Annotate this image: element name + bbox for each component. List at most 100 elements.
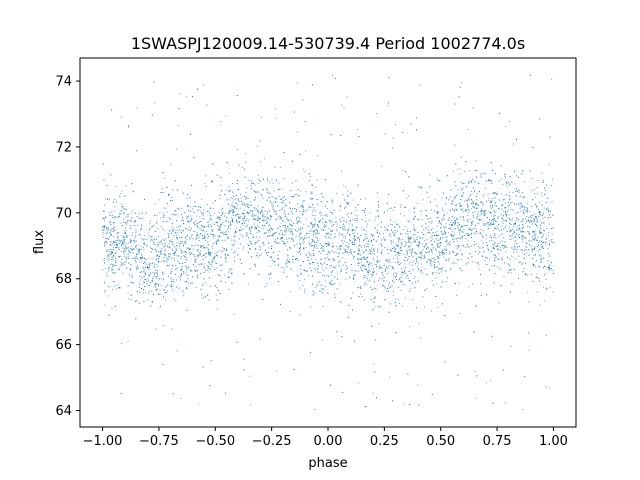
data-point [449, 244, 451, 246]
data-point [319, 220, 321, 222]
data-point [357, 246, 359, 248]
data-point [518, 192, 520, 194]
data-point [351, 230, 353, 232]
data-point [490, 179, 492, 181]
data-point [493, 221, 495, 223]
data-point [197, 250, 199, 252]
data-point [279, 226, 281, 228]
data-point [412, 260, 414, 262]
data-point [509, 196, 511, 198]
data-point [312, 294, 314, 296]
data-point [165, 220, 167, 222]
data-point [316, 284, 318, 286]
data-point [141, 224, 143, 226]
data-point [314, 224, 316, 226]
data-point [551, 241, 553, 243]
data-point [417, 245, 419, 247]
data-point [151, 258, 153, 260]
data-point [527, 254, 529, 256]
data-point [104, 304, 106, 306]
data-point [445, 196, 447, 198]
data-point [354, 340, 356, 342]
data-point [325, 280, 327, 282]
data-point [501, 245, 503, 247]
data-point [145, 238, 147, 240]
data-point [421, 231, 423, 233]
data-point [305, 234, 307, 236]
data-point [195, 224, 197, 226]
data-point [147, 278, 149, 280]
data-point [474, 262, 476, 264]
data-point [295, 229, 297, 231]
data-point [369, 280, 371, 282]
data-point [488, 179, 490, 181]
data-point [398, 254, 400, 256]
data-point [110, 174, 112, 176]
data-point [164, 248, 166, 250]
data-point [112, 242, 114, 244]
data-point [335, 252, 337, 254]
data-point [455, 163, 457, 165]
data-point [461, 187, 463, 189]
data-point [463, 235, 465, 237]
data-point [259, 217, 261, 219]
data-point [352, 258, 354, 260]
data-point [260, 253, 262, 255]
data-point [333, 236, 335, 238]
data-point [146, 244, 148, 246]
data-point [441, 231, 443, 233]
data-point [284, 230, 286, 232]
data-point [491, 240, 493, 242]
data-point [320, 214, 322, 216]
data-point [220, 250, 222, 252]
data-point [110, 263, 112, 265]
data-point [533, 219, 535, 221]
data-point [179, 93, 181, 95]
data-point [413, 233, 415, 235]
data-point [199, 234, 201, 236]
data-point [489, 236, 491, 238]
data-point [112, 217, 114, 219]
data-point [274, 166, 276, 168]
data-point [310, 198, 312, 200]
data-point [107, 227, 109, 229]
data-point [243, 273, 245, 275]
data-point [326, 275, 328, 277]
data-point [225, 258, 227, 260]
data-point [208, 299, 210, 301]
data-point [186, 215, 188, 217]
data-point [131, 249, 133, 251]
chart-title: 1SWASPJ120009.14-530739.4 Period 1002774… [131, 34, 525, 53]
data-point [465, 211, 467, 213]
data-point [275, 117, 277, 119]
data-point [531, 220, 533, 222]
data-point [345, 186, 347, 188]
data-point [172, 230, 174, 232]
data-point [146, 283, 148, 285]
data-point [133, 240, 135, 242]
data-point [505, 126, 507, 128]
data-point [351, 224, 353, 226]
data-point [250, 185, 252, 187]
data-point [139, 234, 141, 236]
data-point [149, 262, 151, 264]
data-point [361, 219, 363, 221]
data-point [516, 251, 518, 253]
data-point [344, 199, 346, 201]
data-point [361, 246, 363, 248]
data-point [494, 272, 496, 274]
data-point [132, 258, 134, 260]
data-point [438, 258, 440, 260]
data-point [335, 216, 337, 218]
data-point [160, 241, 162, 243]
data-point [480, 201, 482, 203]
data-point [392, 294, 394, 296]
data-point [512, 191, 514, 193]
data-point [489, 258, 491, 260]
data-point [478, 268, 480, 270]
data-point [502, 204, 504, 206]
data-point [527, 217, 529, 219]
data-point [142, 258, 144, 260]
data-point [418, 218, 420, 220]
data-point [388, 282, 390, 284]
